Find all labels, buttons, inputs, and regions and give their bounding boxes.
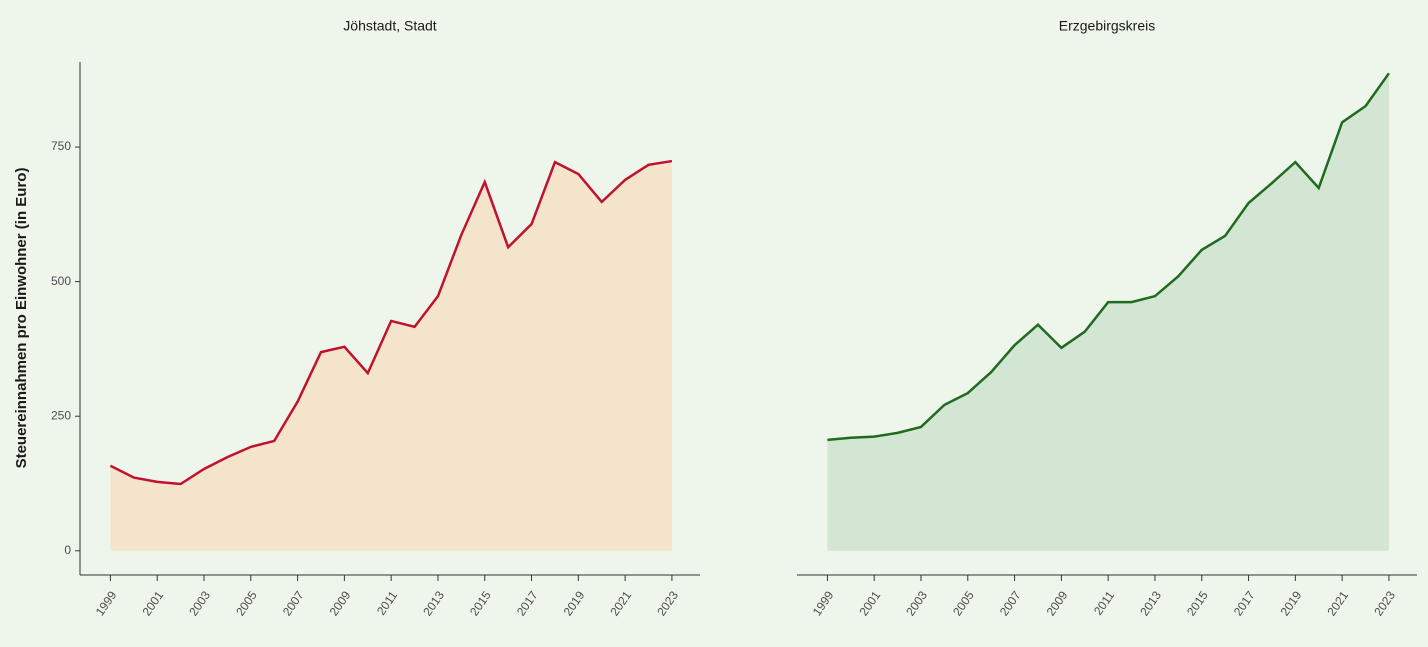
x-tick-label: 2013 xyxy=(420,588,447,618)
x-tick-label: 2021 xyxy=(1324,588,1351,618)
y-tick-label: 500 xyxy=(51,274,71,288)
area xyxy=(110,161,672,551)
y-axis-label: Steuereinnahmen pro Einwohner (in Euro) xyxy=(13,168,30,469)
x-tick-label: 2001 xyxy=(139,588,166,618)
x-tick-label: 1999 xyxy=(810,588,837,618)
x-tick-label: 2007 xyxy=(997,588,1024,618)
x-tick-label: 2009 xyxy=(327,588,354,618)
x-tick-label: 2023 xyxy=(1371,588,1398,618)
x-tick-label: 2017 xyxy=(514,588,541,618)
x-tick-label: 2015 xyxy=(1184,588,1211,618)
x-tick-label: 1999 xyxy=(93,588,120,618)
x-tick-label: 2015 xyxy=(467,588,494,618)
x-tick-label: 2013 xyxy=(1137,588,1164,618)
x-tick-label: 2011 xyxy=(374,588,400,617)
area xyxy=(827,73,1389,551)
line xyxy=(827,72,1390,442)
x-tick-label: 2023 xyxy=(654,588,681,618)
x-tick-label: 2007 xyxy=(280,588,307,618)
x-tick-label: 2019 xyxy=(561,588,588,618)
x-tick-label: 2005 xyxy=(950,588,977,618)
x-tick-label: 2017 xyxy=(1231,588,1258,618)
panel-title: Erzgebirgskreis xyxy=(1059,18,1155,34)
x-tick-label: 2003 xyxy=(903,588,930,618)
x-tick-label: 2019 xyxy=(1278,588,1305,618)
panel-title: Jöhstadt, Stadt xyxy=(343,18,437,34)
y-tick-label: 250 xyxy=(51,408,71,422)
y-tick-label: 750 xyxy=(51,139,71,153)
x-tick-label: 2003 xyxy=(186,588,213,618)
x-tick-label: 2021 xyxy=(607,588,634,618)
x-tick-label: 2011 xyxy=(1091,588,1117,617)
x-tick-label: 2001 xyxy=(856,588,883,618)
y-tick-label: 0 xyxy=(64,543,71,557)
line xyxy=(109,159,673,486)
x-tick-label: 2005 xyxy=(233,588,260,618)
x-tick-label: 2009 xyxy=(1044,588,1071,618)
